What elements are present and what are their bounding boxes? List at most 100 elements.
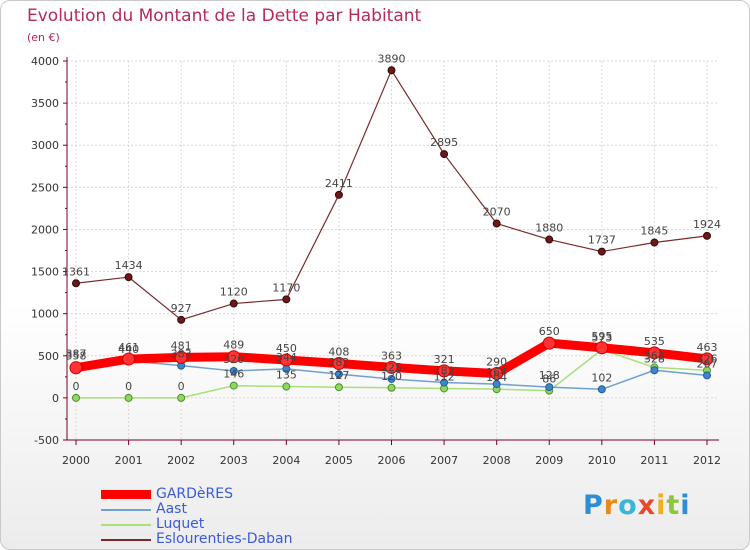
data-label-luquet: 112 [434,370,455,383]
data-point-eslourenties [282,295,291,304]
data-point-luquet [282,382,291,391]
data-label-eslourenties: 1737 [588,234,616,247]
x-tick-label: 2005 [325,454,353,467]
legend-swatch-gardères [101,490,151,499]
data-label-gardères: 450 [276,342,297,355]
data-point-gardères [279,353,293,367]
data-point-luquet [229,381,238,390]
data-label-luquet: 0 [73,380,80,393]
data-label-aast: 344 [276,351,297,364]
data-label-aast: 102 [591,371,612,384]
y-tick-label: 1500 [31,266,59,279]
chart-subtitle: (en €) [27,31,60,44]
y-tick-label: 3500 [31,97,59,110]
data-point-eslourenties [545,235,554,244]
data-label-eslourenties: 1924 [693,218,721,231]
data-label-eslourenties: 1361 [62,265,90,278]
data-point-gardères [647,346,661,360]
legend-swatch-luquet [101,524,151,526]
data-point-eslourenties [703,231,711,240]
data-point-gardères [542,336,556,350]
data-label-eslourenties: 1880 [535,222,563,235]
data-label-luquet: 135 [276,369,297,382]
data-label-luquet: 146 [223,368,244,381]
data-point-aast [229,366,238,375]
data-point-gardères [385,360,398,374]
data-label-eslourenties: 1434 [115,259,143,272]
data-label-luquet: 86 [542,373,556,386]
data-point-aast [703,371,711,380]
data-label-aast: 128 [539,369,560,382]
data-label-gardères: 363 [381,349,402,362]
data-label-gardères: 481 [171,339,192,352]
data-point-eslourenties [229,299,238,308]
data-point-luquet [387,383,396,392]
data-point-gardères [174,350,188,364]
data-point-eslourenties [72,279,80,288]
data-point-luquet [177,393,186,402]
y-tick-label: 0 [52,392,59,405]
data-label-aast: 383 [171,348,192,361]
data-label-aast: 164 [486,366,507,379]
data-point-gardères [700,352,714,366]
x-tick-label: 2012 [693,454,721,467]
series-layer [69,66,714,402]
data-label-gardères: 408 [328,346,349,359]
x-tick-label: 2001 [115,454,143,467]
data-point-gardères [227,350,241,364]
y-tick-label: -500 [34,434,59,447]
data-label-gardères: 489 [223,339,244,352]
data-point-aast [492,380,501,389]
data-point-aast [334,370,343,379]
data-point-gardères [332,357,346,371]
legend-label-eslourenties: Eslourenties-Daban [156,531,293,547]
data-point-aast [650,366,659,375]
chart-title: Evolution du Montant de la Dette par Hab… [27,6,422,26]
data-point-eslourenties [124,273,133,282]
data-label-aast: 440 [118,343,139,356]
x-tick-label: 2007 [430,454,458,467]
data-point-gardères [122,352,136,366]
proxiti-logo: Proxiti [583,490,691,521]
data-label-aast: 182 [434,365,455,378]
x-tick-label: 2003 [220,454,248,467]
grid-layer [67,60,719,441]
data-point-gardères [437,364,451,378]
data-point-aast [597,385,606,394]
data-label-gardères: 595 [591,330,612,343]
x-tick-label: 2008 [483,454,511,467]
data-label-aast: 282 [328,356,349,369]
data-point-eslourenties [334,190,343,199]
data-point-luquet [124,393,133,402]
data-point-aast [545,383,554,392]
x-tick-label: 2006 [378,454,406,467]
data-label-luquet: 0 [125,380,132,393]
data-point-eslourenties [650,238,659,247]
data-label-eslourenties: 1845 [640,224,668,237]
data-point-eslourenties [440,150,449,159]
y-tick-label: 4000 [31,55,59,68]
legend-swatch-aast [101,509,151,511]
x-tick-label: 2004 [272,454,300,467]
data-label-gardères: 358 [66,350,87,363]
data-label-luquet: 127 [328,369,349,382]
data-label-luquet: 104 [486,371,507,384]
data-label-gardères: 535 [644,335,665,348]
data-label-eslourenties: 2411 [325,177,353,190]
data-point-gardères [490,366,504,380]
x-tick-label: 2011 [640,454,668,467]
data-point-luquet [334,383,343,392]
data-point-luquet [72,393,80,402]
data-label-aast: 267 [697,357,718,370]
x-tick-label: 2002 [167,454,195,467]
data-label-gardères: 463 [697,341,718,354]
data-label-luquet: 573 [591,332,612,345]
data-label-gardères: 461 [118,341,139,354]
y-tick-label: 2500 [31,181,59,194]
data-point-eslourenties [177,315,186,324]
y-tick-label: 1000 [31,308,59,321]
data-label-aast: 387 [66,347,87,360]
data-label-aast: 320 [223,353,244,366]
data-point-eslourenties [492,219,501,228]
